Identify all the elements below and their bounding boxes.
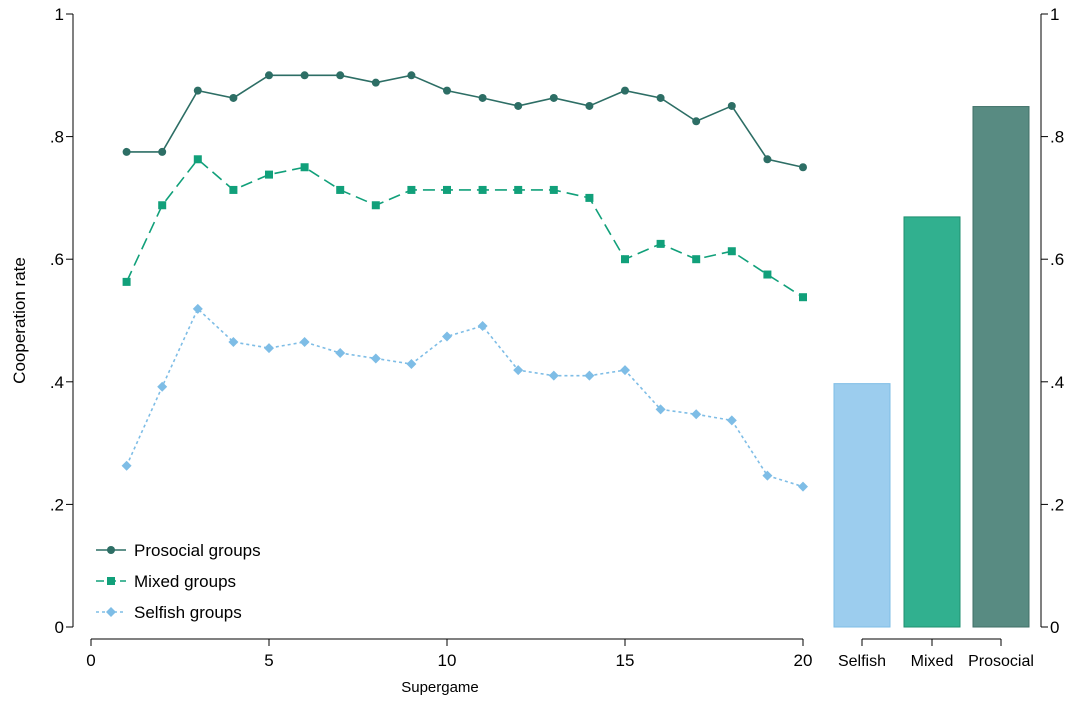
y-axis-label: Cooperation rate	[10, 257, 29, 384]
data-point	[443, 86, 451, 95]
data-point	[477, 321, 488, 332]
series-line	[125, 158, 804, 298]
legend-label: Selfish groups	[134, 603, 242, 622]
legend-marker	[106, 607, 116, 617]
legend: Prosocial groups Mixed groups Selfish grou…	[96, 541, 261, 622]
x-tick-label: 20	[794, 651, 813, 670]
data-point	[656, 93, 665, 102]
data-point	[300, 71, 309, 80]
data-point	[335, 347, 346, 358]
data-point	[122, 277, 131, 286]
data-point	[692, 255, 701, 264]
bar	[903, 216, 961, 628]
bar	[833, 383, 891, 628]
data-point	[763, 270, 772, 279]
data-point	[406, 359, 417, 370]
data-point	[549, 185, 558, 194]
data-point	[549, 93, 558, 102]
data-point	[229, 185, 238, 194]
data-point	[158, 147, 167, 156]
y-tick-label: .8	[50, 128, 64, 147]
data-point	[192, 303, 203, 314]
x-tick-label: 5	[264, 651, 273, 670]
bar-category-label: Prosocial	[968, 653, 1034, 670]
x-tick-label: 0	[86, 651, 95, 670]
right-y-tick-label: 1	[1050, 5, 1059, 24]
data-point	[122, 147, 131, 156]
x-axis-label: Supergame	[401, 679, 479, 696]
x-tick-label: 10	[438, 651, 457, 670]
data-point	[799, 163, 807, 172]
bar-category-label: Selfish	[838, 653, 886, 670]
data-point	[727, 101, 736, 110]
data-point	[692, 117, 701, 126]
data-point	[514, 101, 523, 110]
data-point	[513, 365, 524, 376]
y-tick-label: .4	[50, 373, 64, 392]
y-tick-label: .2	[50, 495, 64, 514]
bar-chart-panel: Selfish Mixed Prosocial 0 .2 .4 .6 .8 1	[833, 5, 1064, 670]
line-chart-panel: 0 .2 .4 .6 .8 1 Cooperation rate 0 5 10 15 20 Superg…	[10, 5, 812, 696]
right-y-tick-label: 0	[1050, 618, 1059, 637]
data-point	[799, 293, 807, 302]
data-point	[763, 155, 772, 164]
right-y-tick-label: .2	[1050, 495, 1064, 514]
series-line	[126, 74, 804, 169]
legend-marker	[107, 577, 115, 585]
data-point	[443, 185, 451, 194]
x-tick-label: 15	[616, 651, 635, 670]
data-point	[585, 101, 594, 110]
y-tick-label: .6	[50, 250, 64, 269]
data-point	[265, 170, 273, 179]
data-point	[584, 370, 595, 381]
data-point	[407, 185, 416, 194]
data-point	[798, 481, 808, 492]
data-point	[300, 163, 309, 172]
right-y-tick-label: .6	[1050, 250, 1064, 269]
data-point	[228, 336, 239, 347]
data-point	[585, 193, 594, 202]
data-point	[656, 239, 665, 248]
data-point	[726, 415, 737, 426]
data-point	[691, 409, 702, 420]
data-point	[121, 460, 132, 471]
y-tick-label: 0	[55, 618, 64, 637]
data-point	[193, 86, 202, 95]
data-point	[478, 93, 487, 102]
data-point	[336, 185, 345, 194]
data-point	[621, 86, 629, 95]
bar	[972, 106, 1030, 628]
bar-category-label: Mixed	[911, 653, 954, 670]
data-point	[299, 336, 310, 347]
y-tick-label: 1	[55, 5, 64, 24]
data-point	[371, 201, 380, 210]
data-point	[620, 365, 630, 376]
data-point	[158, 201, 167, 210]
series-line	[125, 307, 804, 488]
legend-label: Prosocial groups	[134, 541, 261, 560]
data-point	[621, 255, 629, 264]
data-point	[407, 71, 416, 80]
data-point	[548, 370, 559, 381]
data-point	[655, 404, 666, 415]
data-point	[762, 470, 773, 481]
data-point	[478, 185, 487, 194]
legend-marker	[107, 546, 115, 554]
data-point	[442, 331, 452, 342]
data-point	[336, 71, 345, 80]
data-point	[265, 71, 273, 80]
data-point	[229, 93, 238, 102]
data-point	[371, 78, 380, 87]
legend-label: Mixed groups	[134, 572, 236, 591]
data-point	[370, 353, 381, 364]
data-point	[514, 185, 523, 194]
right-y-tick-label: .8	[1050, 128, 1064, 147]
data-point	[264, 343, 274, 354]
data-point	[157, 381, 168, 392]
data-point	[727, 247, 736, 256]
right-y-tick-label: .4	[1050, 373, 1064, 392]
data-point	[193, 155, 202, 164]
